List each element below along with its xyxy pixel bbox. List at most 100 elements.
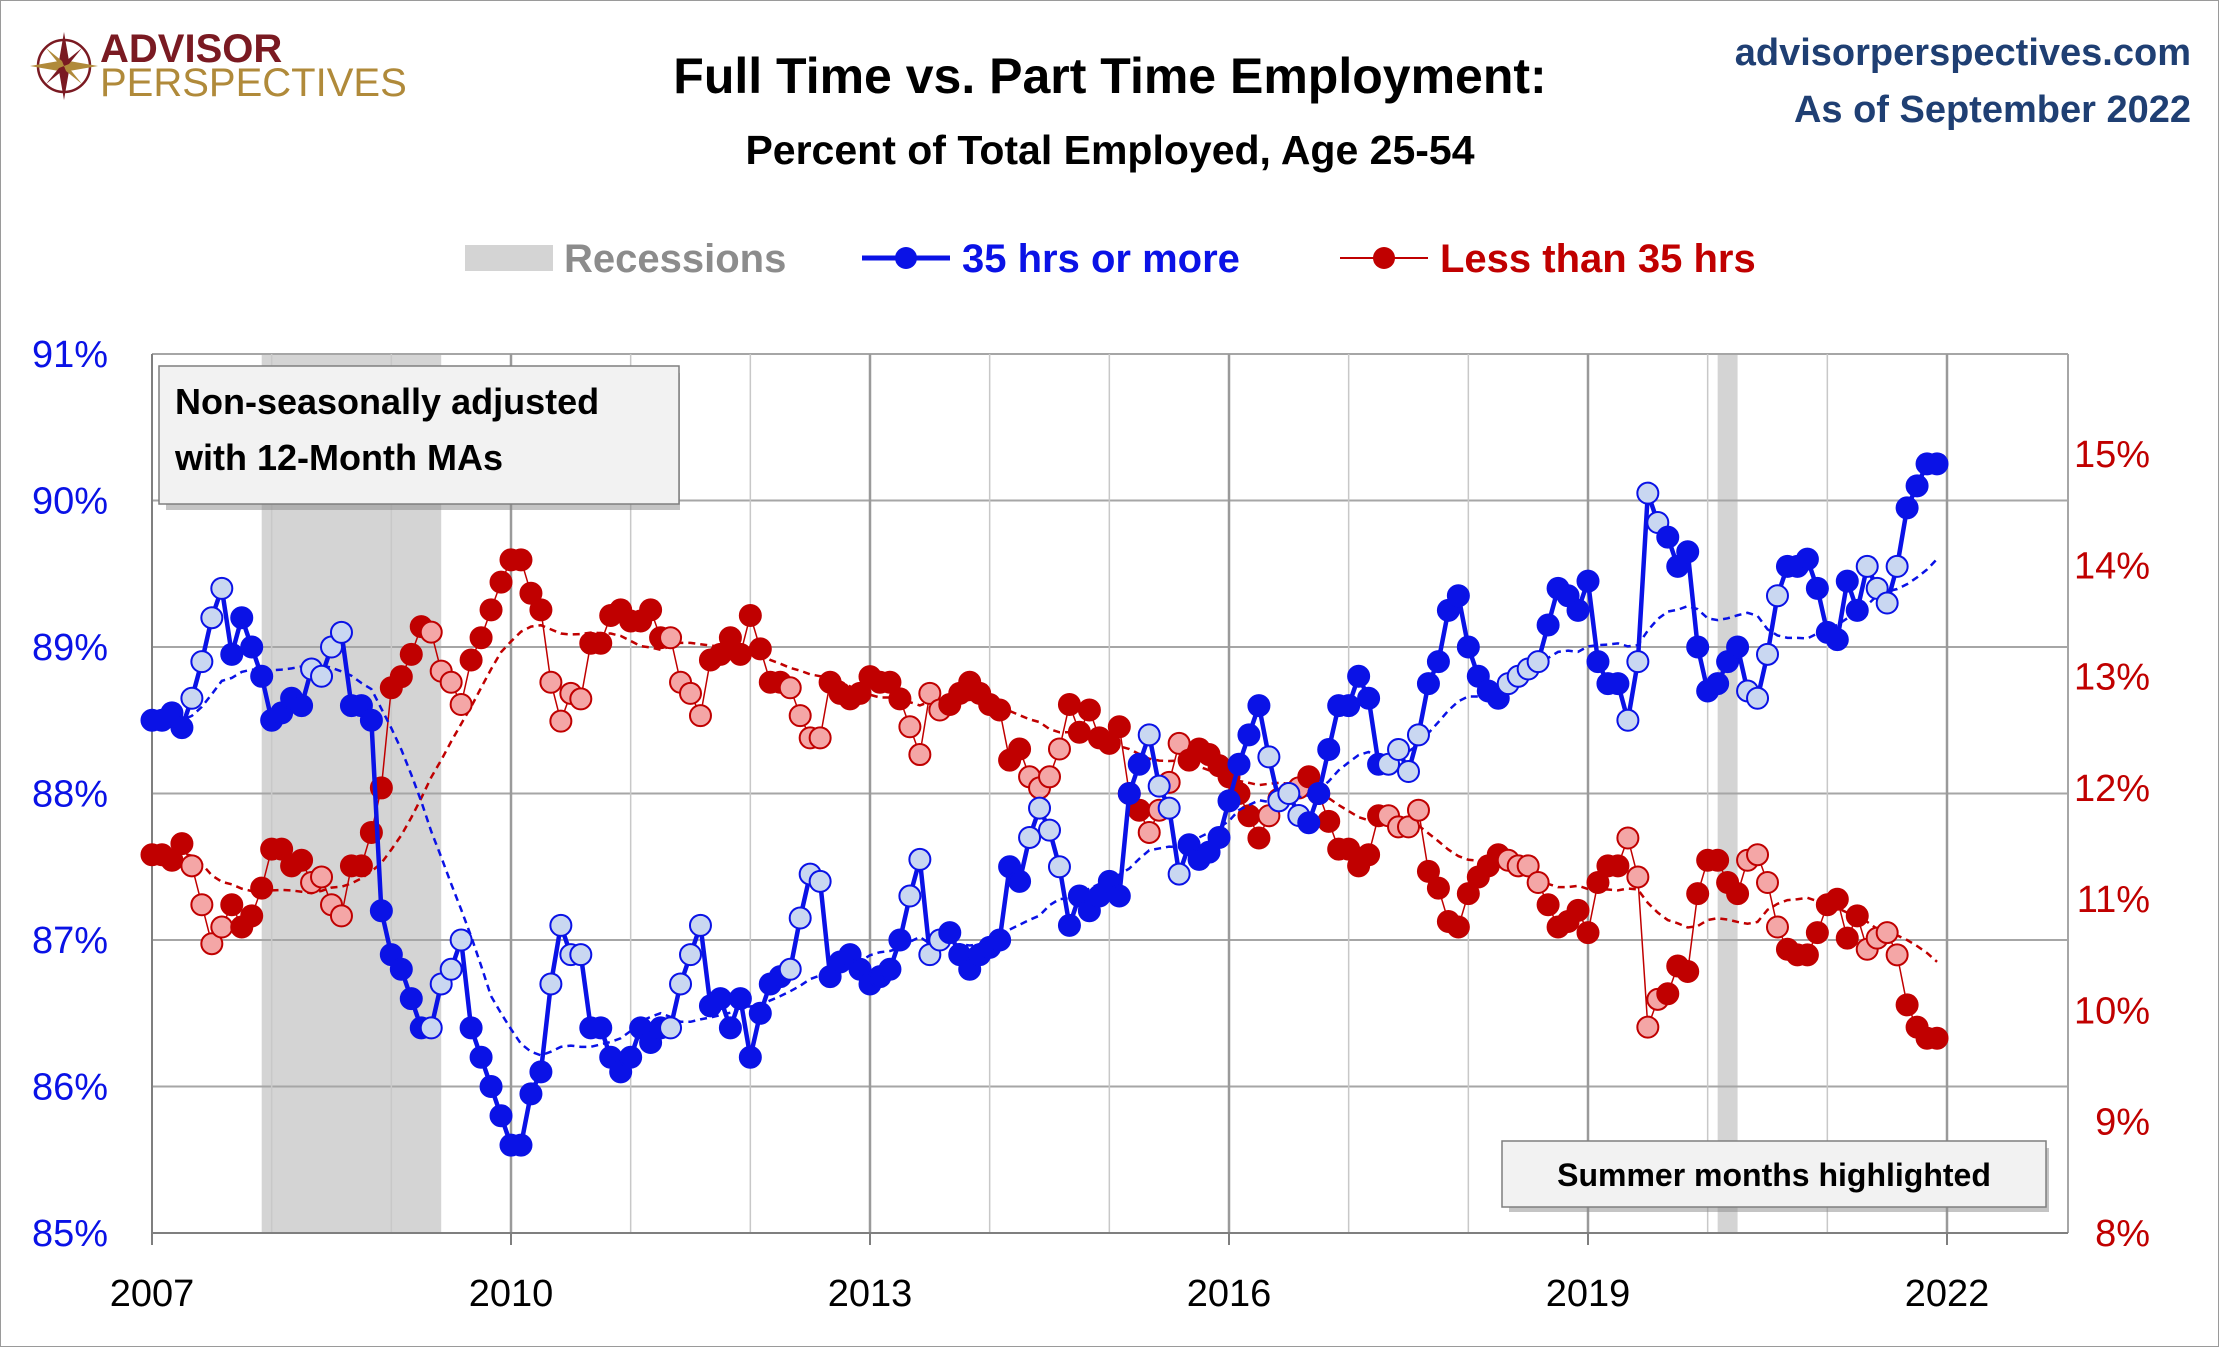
full-time-point: [808, 869, 832, 893]
full-time-point: [738, 1045, 762, 1069]
part-time-point: [1845, 904, 1869, 928]
part-time-point: [1895, 993, 1919, 1017]
part-time-point: [1825, 887, 1849, 911]
full-time-point: [329, 620, 353, 644]
full-time-point: [240, 635, 264, 659]
full-time-point: [1446, 584, 1470, 608]
part-time-point: [1756, 871, 1779, 895]
part-time-point: [1885, 943, 1909, 967]
full-time-point: [659, 1016, 683, 1040]
part-time-point: [519, 581, 543, 605]
full-time-point: [1008, 869, 1032, 893]
full-time-point: [1317, 738, 1341, 762]
full-time-point: [1895, 496, 1919, 520]
part-time-moving-average: [152, 623, 1938, 963]
full-time-point: [1765, 584, 1789, 608]
full-time-point: [669, 972, 693, 996]
full-time-point: [938, 921, 962, 945]
part-time-point: [529, 598, 553, 622]
full-time-point: [1207, 825, 1231, 849]
part-time-point: [349, 854, 373, 878]
full-time-point: [1925, 452, 1949, 476]
part-time-point: [310, 865, 334, 889]
part-time-point: [1875, 921, 1899, 945]
x-tick-label: 2013: [828, 1273, 913, 1315]
full-time-point: [549, 913, 573, 937]
part-time-point: [898, 715, 922, 739]
full-time-point: [1706, 672, 1730, 696]
part-time-point: [240, 904, 264, 928]
part-time-point: [1057, 692, 1081, 716]
part-time-point: [1606, 854, 1630, 878]
part-time-point: [1835, 926, 1859, 950]
logo-line-1: ADVISOR: [100, 27, 282, 71]
logo-line-2: PERSPECTIVES: [100, 61, 407, 105]
y-right-tick-label: 10%: [2074, 990, 2150, 1032]
part-time-point: [489, 570, 513, 594]
part-time-point: [1536, 893, 1560, 917]
full-time-point: [250, 664, 274, 688]
full-time-point: [1157, 796, 1181, 820]
full-time-point: [1626, 650, 1650, 674]
y-right-tick-label: 9%: [2095, 1102, 2150, 1144]
full-time-point: [1756, 642, 1779, 666]
part-time-point: [200, 932, 224, 956]
part-time-point: [1765, 915, 1789, 939]
full-time-point: [1047, 855, 1071, 879]
x-tick-label: 2019: [1546, 1273, 1631, 1315]
part-time-point: [639, 598, 663, 622]
full-time-point: [1845, 598, 1869, 622]
part-time-point: [748, 637, 772, 661]
full-time-point: [748, 1001, 772, 1025]
part-time-point: [1097, 731, 1121, 755]
full-time-point: [190, 650, 214, 674]
legend-full-label: 35 hrs or more: [962, 237, 1240, 281]
full-time-point: [1217, 789, 1241, 813]
full-time-point: [569, 943, 593, 967]
part-time-point: [250, 876, 274, 900]
part-time-point: [459, 648, 483, 672]
full-time-point: [1566, 598, 1590, 622]
full-time-point: [728, 987, 752, 1011]
y-left-tick-label: 86%: [32, 1067, 108, 1109]
full-time-point: [389, 957, 413, 981]
part-time-point: [1795, 943, 1819, 967]
full-time-point: [788, 906, 812, 930]
part-time-point: [659, 626, 683, 650]
full-time-point: [1347, 664, 1371, 688]
part-time-point: [1516, 854, 1540, 878]
y-right-tick-label: 13%: [2074, 657, 2150, 699]
part-time-point: [1008, 737, 1032, 761]
part-time-point: [1656, 982, 1680, 1006]
y-right-tick-label: 14%: [2074, 545, 2150, 587]
full-time-point: [1875, 591, 1899, 615]
full-time-point: [1726, 635, 1750, 659]
part-time-point: [1137, 820, 1161, 844]
part-time-point: [1686, 882, 1710, 906]
full-time-point: [1636, 481, 1660, 505]
full-time-point: [679, 943, 702, 967]
full-time-point: [1127, 752, 1151, 776]
full-time-point: [459, 1016, 483, 1040]
full-time-point: [230, 606, 254, 630]
full-time-point: [290, 694, 314, 718]
part-time-point: [1446, 915, 1470, 939]
x-tick-label: 2022: [1905, 1273, 1990, 1315]
series-35-or-more: [140, 452, 1949, 1157]
part-time-point: [1925, 1026, 1949, 1050]
full-time-point: [489, 1104, 513, 1128]
x-tick-label: 2007: [110, 1273, 195, 1315]
part-time-point: [738, 603, 762, 627]
part-time-point: [569, 687, 593, 711]
full-time-point: [519, 1082, 543, 1106]
part-time-point: [1576, 921, 1600, 945]
full-time-point: [888, 928, 912, 952]
part-time-point: [479, 598, 503, 622]
part-time-point: [728, 642, 752, 666]
summer-note-box: Summer months highlighted: [1501, 1140, 2049, 1212]
full-time-point: [359, 708, 383, 732]
summer-note: Summer months highlighted: [1557, 1157, 1991, 1193]
full-time-point: [1416, 672, 1440, 696]
part-time-point: [449, 692, 473, 716]
